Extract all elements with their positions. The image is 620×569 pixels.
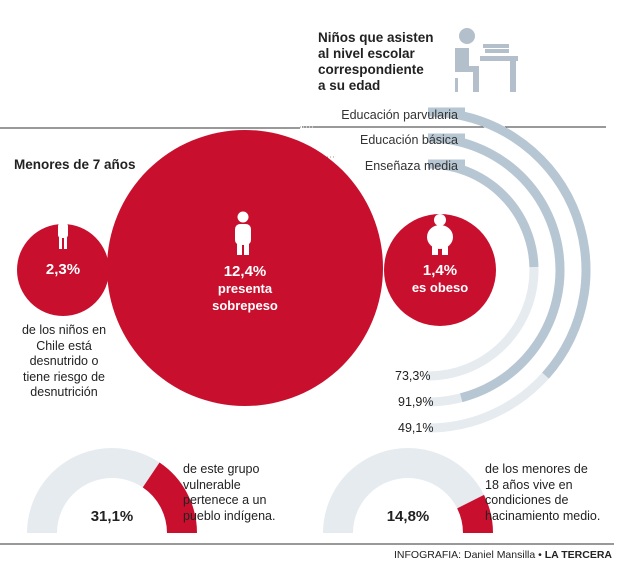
overcrowding-caption-line: de los menores de bbox=[485, 462, 588, 476]
indigenous-caption: de este grupo vulnerable pertenece a un … bbox=[183, 462, 303, 524]
obese-text: 1,4% es obeso bbox=[395, 262, 485, 296]
overcrowding-caption-line: 18 años vive en bbox=[485, 477, 573, 492]
title-line-1: Niños que asisten bbox=[318, 30, 434, 45]
malnutrition-caption-line: desnutrido o bbox=[29, 354, 99, 368]
credit-brand: LA TERCERA bbox=[544, 549, 612, 561]
edu-value-basica: 91,9% bbox=[398, 395, 434, 409]
overweight-value: 12,4% bbox=[223, 263, 267, 280]
gauge-value bbox=[456, 494, 493, 534]
edu-label-basica: Educación básica bbox=[360, 133, 458, 147]
edu-arc-value bbox=[427, 107, 591, 379]
indigenous-caption-line: de este grupo bbox=[183, 462, 260, 476]
overweight-label-line: sobrepeso bbox=[212, 298, 278, 313]
gauge-value bbox=[142, 462, 197, 534]
child-icon bbox=[235, 211, 251, 255]
student-desk-icon bbox=[455, 28, 518, 92]
thin-child-icon bbox=[58, 212, 68, 249]
overweight-circle bbox=[107, 130, 383, 406]
obese-circle bbox=[384, 214, 496, 326]
credit-line: INFOGRAFIA: Daniel Mansilla • LA TERCERA bbox=[394, 549, 612, 561]
edu-value-media: 49,1% bbox=[398, 421, 434, 435]
malnutrition-circle bbox=[17, 224, 109, 316]
title-line-2: al nivel escolar bbox=[318, 46, 415, 61]
overcrowding-value: 14,8% bbox=[386, 508, 430, 525]
gauges bbox=[27, 448, 493, 534]
obese-label: es obeso bbox=[411, 280, 469, 295]
obese-value: 1,4% bbox=[422, 262, 458, 279]
edu-label-parvularia: Educación parvularia bbox=[341, 108, 458, 122]
overweight-label-line: presenta bbox=[217, 281, 273, 296]
indigenous-caption-line: pertenece a un bbox=[183, 493, 267, 507]
title-line-3: correspondiente bbox=[318, 62, 424, 77]
indigenous-value: 31,1% bbox=[90, 508, 134, 525]
indigenous-caption-line: pueblo indígena. bbox=[183, 508, 276, 523]
credit-prefix: INFOGRAFIA: Daniel Mansilla • bbox=[394, 549, 545, 561]
overcrowding-caption-line: condiciones de bbox=[485, 493, 569, 507]
malnutrition-caption: de los niños en Chile está desnutrido o … bbox=[5, 323, 123, 401]
malnutrition-caption-line: tiene riesgo de bbox=[22, 369, 105, 384]
indigenous-caption-line: vulnerable bbox=[183, 477, 241, 492]
obese-child-icon bbox=[427, 214, 453, 255]
title-line-4: a su edad bbox=[318, 78, 381, 93]
overcrowding-caption: de los menores de 18 años vive en condic… bbox=[485, 462, 615, 524]
attendance-title: Niños que asisten al nivel escolar corre… bbox=[318, 30, 458, 94]
edu-value-parvularia: 73,3% bbox=[395, 369, 431, 383]
education-arcs bbox=[427, 107, 591, 433]
edu-arc-value bbox=[427, 133, 565, 403]
edu-label-media: Enseñaza media bbox=[364, 159, 458, 173]
malnutrition-value: 2,3% bbox=[45, 261, 81, 278]
malnutrition-caption-line: desnutrición bbox=[30, 385, 98, 399]
overweight-text: 12,4% presenta sobrepeso bbox=[175, 263, 315, 314]
malnutrition-caption-line: de los niños en bbox=[21, 323, 107, 337]
overcrowding-caption-line: hacinamiento medio. bbox=[485, 508, 601, 523]
section-title: Menores de 7 años bbox=[14, 157, 136, 172]
malnutrition-caption-line: Chile está bbox=[36, 338, 92, 353]
